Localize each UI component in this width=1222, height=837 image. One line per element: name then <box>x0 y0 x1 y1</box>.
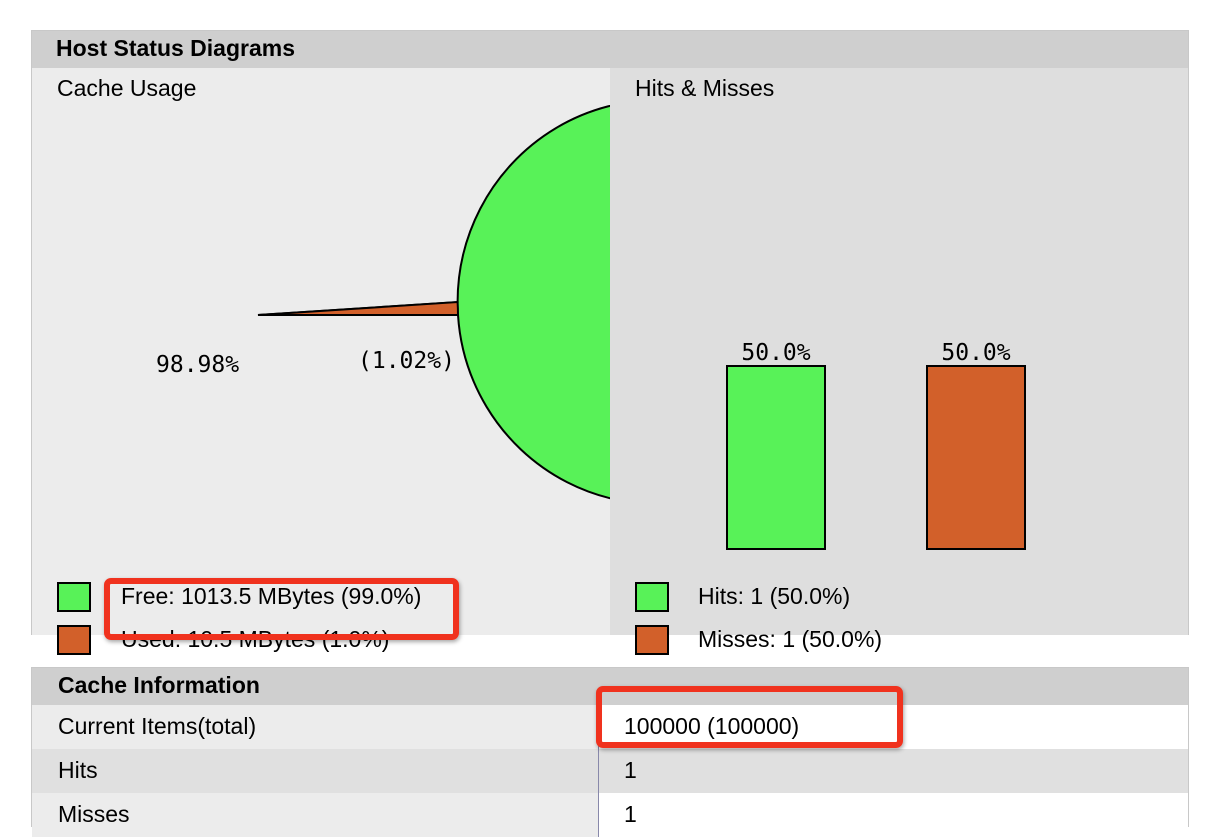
row-label: Hits <box>58 757 98 783</box>
legend-free-label: Free: 1013.5 MBytes (99.0%) <box>121 583 422 609</box>
cache-usage-cell: Cache Usage 98.98% (1.02%) Free: 1013.5 M… <box>32 68 610 655</box>
table-row: Current Items(total) 100000 (100000) <box>32 705 1188 749</box>
pie-label-free: 98.98% <box>156 352 239 378</box>
current-items-highlight-box <box>596 686 903 748</box>
cache-info-title: Cache Information <box>58 672 260 698</box>
legend-hits-label: Hits: 1 (50.0%) <box>698 583 851 609</box>
bar-value-label-hits: 50.0% <box>741 340 810 366</box>
pie-label-used: (1.02%) <box>358 348 455 374</box>
cache-usage-title: Cache Usage <box>57 75 197 101</box>
table-row: Hits 1 <box>32 749 1188 793</box>
bar-misses <box>926 365 1026 550</box>
row-value: 100000 (100000) <box>624 713 800 739</box>
legend-misses-label: Misses: 1 (50.0%) <box>698 626 883 652</box>
row-label: Current Items(total) <box>58 713 257 739</box>
row-value-cell: 1 <box>598 793 1188 837</box>
pie-slice-free <box>257 104 610 500</box>
hits-misses-title: Hits & Misses <box>635 75 775 101</box>
legend-free-swatch <box>57 582 91 612</box>
hits-misses-cell: Hits & Misses 50.0% 50.0% Hits: 1 (50.0%)… <box>610 68 1188 655</box>
bar-hits <box>726 365 826 550</box>
legend-hits-swatch <box>635 582 669 612</box>
row-value-cell: 1 <box>598 749 1188 793</box>
table-row: Misses 1 <box>32 793 1188 837</box>
host-status-title: Host Status Diagrams <box>56 35 296 61</box>
row-value-cell: 100000 (100000) <box>598 705 1188 749</box>
row-value: 1 <box>624 757 637 783</box>
legend-used-swatch <box>57 625 91 655</box>
host-status-header: Host Status Diagrams <box>32 31 1188 68</box>
used-highlight-box <box>104 578 459 640</box>
hits-misses-bar-chart: 50.0% 50.0% <box>726 340 1026 550</box>
cache-usage-pie-chart: 98.98% (1.02%) <box>156 104 610 500</box>
row-value: 1 <box>624 801 637 827</box>
host-status-panel: Host Status Diagrams Cache Usage 98.98% (… <box>31 30 1189 655</box>
bar-value-label-misses: 50.0% <box>941 340 1010 366</box>
pie-slice-used <box>257 301 460 316</box>
legend-misses-swatch <box>635 625 669 655</box>
row-label: Misses <box>58 801 130 827</box>
